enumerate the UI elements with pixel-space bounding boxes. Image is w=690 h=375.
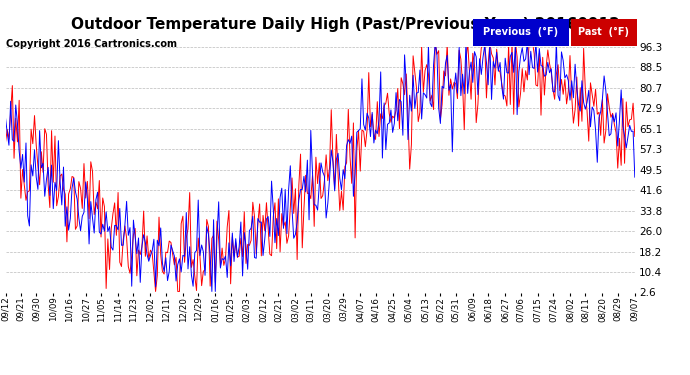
- Text: Past  (°F): Past (°F): [578, 27, 629, 37]
- Text: Copyright 2016 Cartronics.com: Copyright 2016 Cartronics.com: [6, 39, 177, 50]
- Text: Outdoor Temperature Daily High (Past/Previous Year) 20160912: Outdoor Temperature Daily High (Past/Pre…: [70, 17, 620, 32]
- Text: Previous  (°F): Previous (°F): [484, 27, 558, 37]
